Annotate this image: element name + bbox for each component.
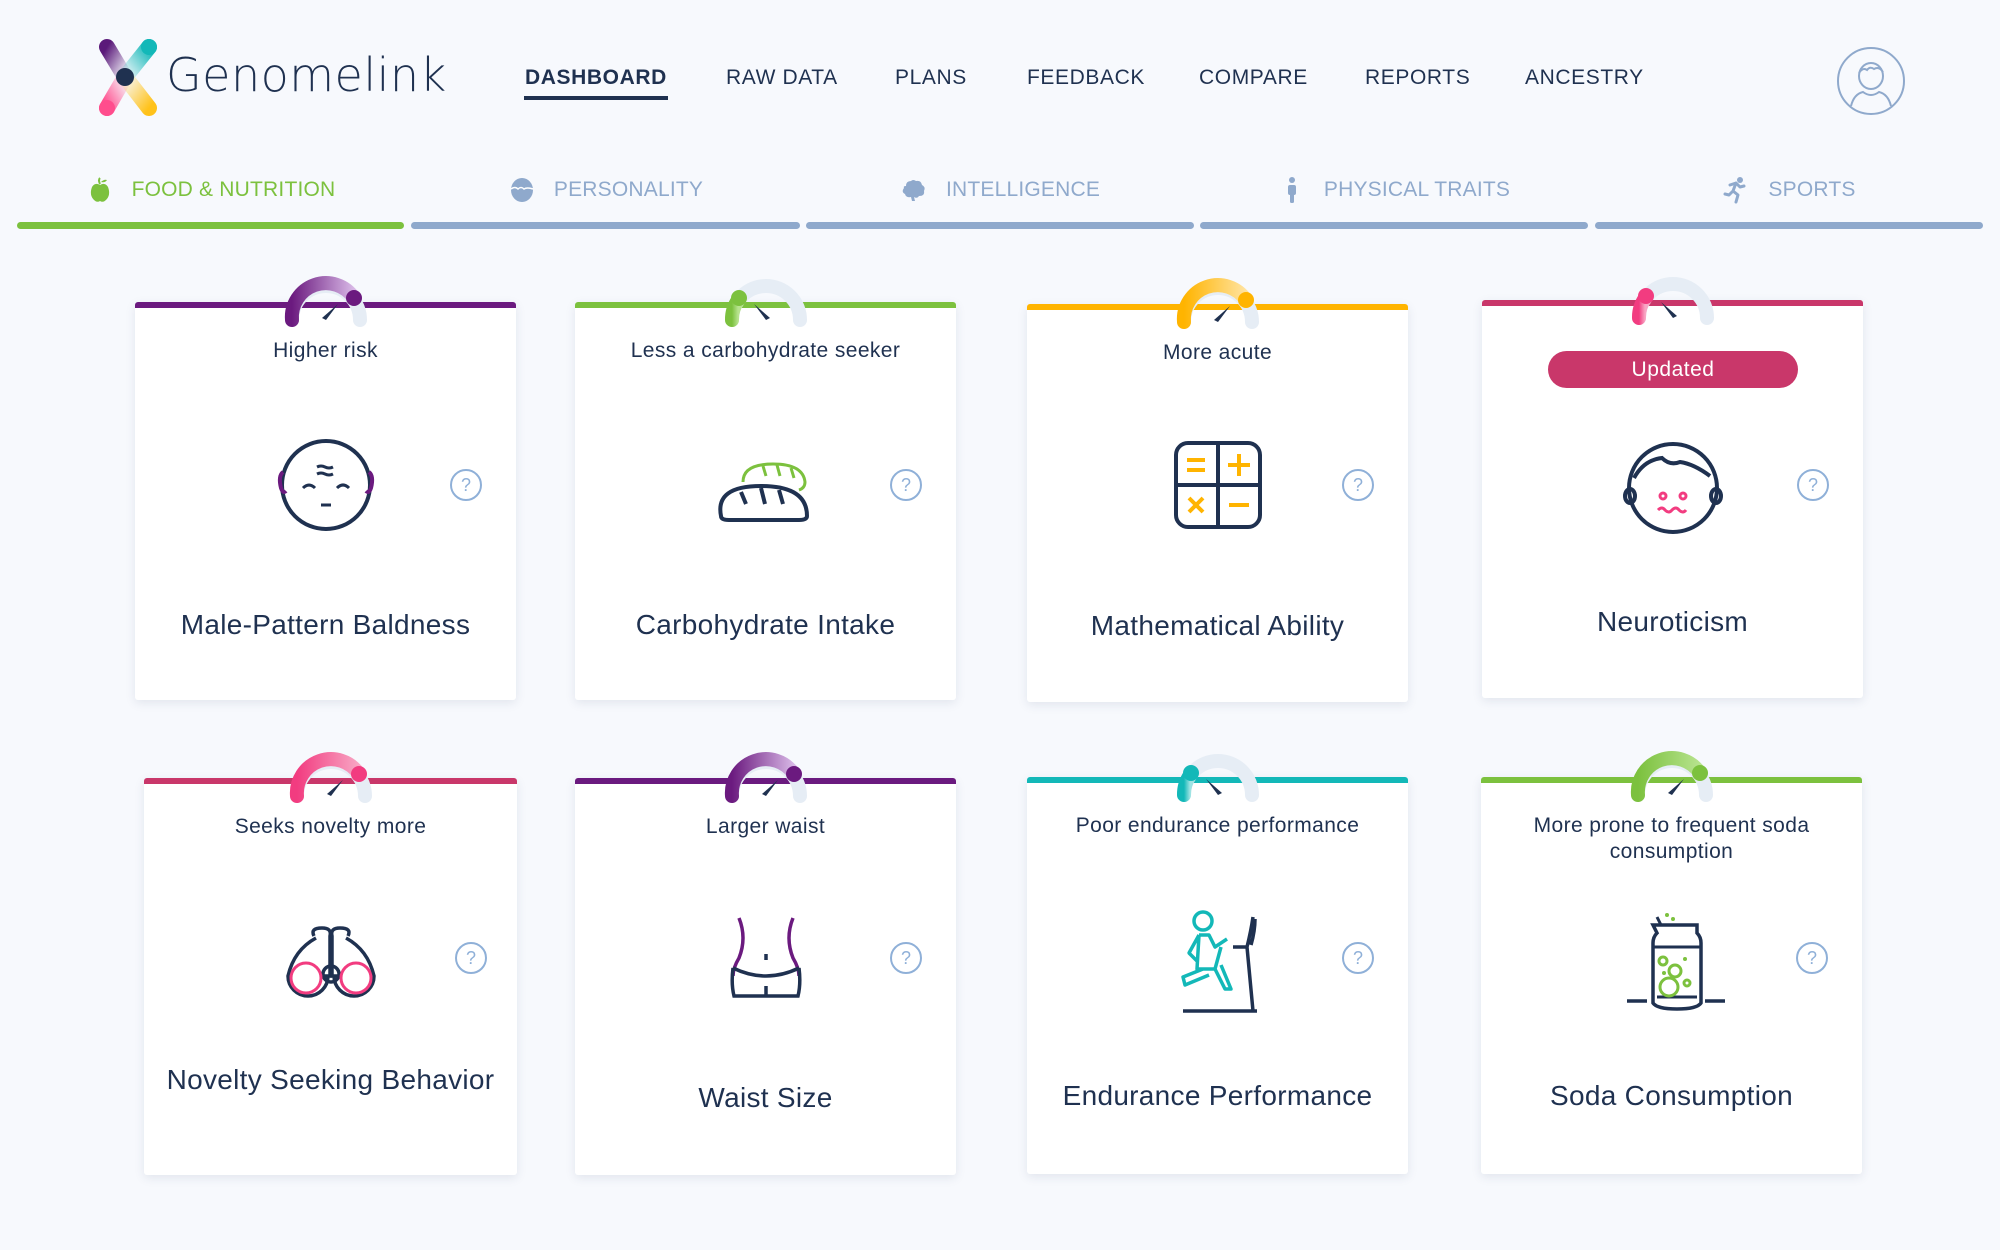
card-color-bar	[1027, 777, 1408, 783]
genomelink-logo[interactable]	[98, 38, 160, 116]
tab-label: PERSONALITY	[553, 178, 704, 201]
head-icon	[510, 178, 534, 202]
card-color-bar	[135, 302, 516, 308]
category-tabs: FOOD & NUTRITION PERSONALITY INTELLIGENC…	[17, 168, 1983, 232]
gauge-icon	[1176, 754, 1259, 802]
help-button[interactable]: ?	[450, 469, 482, 501]
gauge-icon	[724, 752, 807, 803]
nav-feedback[interactable]: FEEDBACK	[1027, 66, 1145, 89]
tab-label: FOOD & NUTRITION	[131, 178, 336, 201]
tab-indicator	[411, 222, 800, 229]
nav-raw-data[interactable]: RAW DATA	[726, 66, 838, 89]
gauge-icon	[1631, 277, 1714, 325]
trait-result: Larger waist	[705, 815, 826, 838]
trait-card-carbohydrate-intake[interactable]: Less a carbohydrate seeker ? Carbohydrat…	[575, 279, 956, 700]
tab-food-nutrition[interactable]: FOOD & NUTRITION	[17, 168, 404, 230]
trait-card-novelty-seeking[interactable]: Seeks novelty more ? Novelty Seeking Beh…	[144, 752, 517, 1175]
gauge-icon	[1176, 278, 1259, 329]
nav-ancestry[interactable]: ANCESTRY	[1525, 66, 1644, 89]
treadmill-icon	[1163, 905, 1273, 1015]
nav-reports[interactable]: REPORTS	[1365, 66, 1471, 89]
person-icon	[1287, 177, 1296, 203]
gauge-icon	[1630, 751, 1713, 802]
nav-plans[interactable]: PLANS	[895, 66, 967, 89]
brand-name[interactable]: Genomelink	[166, 48, 447, 102]
trait-card-waist-size[interactable]: Larger waist ? Waist Size	[575, 752, 956, 1175]
user-avatar-icon	[1837, 47, 1905, 115]
trait-title: Soda Consumption	[1550, 1080, 1793, 1111]
updated-badge: Updated	[1548, 351, 1798, 388]
card-color-bar	[575, 302, 956, 308]
gauge-meter	[718, 264, 814, 327]
tab-intelligence[interactable]: INTELLIGENCE	[806, 168, 1194, 230]
user-avatar-button[interactable]	[1836, 46, 1906, 116]
trait-title: Neuroticism	[1596, 606, 1749, 637]
bread-icon	[711, 430, 821, 540]
card-color-bar	[1027, 304, 1408, 310]
help-button[interactable]: ?	[455, 942, 487, 974]
card-color-bar	[144, 778, 517, 784]
tab-label: PHYSICAL TRAITS	[1323, 178, 1511, 201]
waist-icon	[711, 906, 821, 1016]
gauge-meter	[1624, 739, 1720, 802]
trait-title: Mathematical Ability	[1090, 610, 1345, 641]
gauge-meter	[1625, 262, 1721, 325]
trait-result: Poor endurance performance	[1075, 814, 1360, 837]
trait-title: Male-Pattern Baldness	[180, 609, 471, 640]
gauge-meter	[1170, 739, 1266, 802]
apple-icon	[90, 177, 109, 202]
card-color-bar	[575, 778, 956, 784]
bald-head-icon	[271, 430, 381, 540]
help-button[interactable]: ?	[1796, 942, 1828, 974]
trait-card-male-pattern-baldness[interactable]: Higher risk ? Male-Pattern Baldness	[135, 276, 516, 700]
trait-card-soda-consumption[interactable]: More prone to frequent soda consumption …	[1481, 751, 1862, 1174]
card-color-bar	[1481, 777, 1862, 783]
tab-indicator	[806, 222, 1194, 229]
card-color-bar	[1482, 300, 1863, 306]
trait-result: More acute	[1162, 341, 1273, 364]
tab-sports[interactable]: SPORTS	[1595, 168, 1983, 230]
trait-result: Higher risk	[273, 339, 378, 362]
tab-label: INTELLIGENCE	[945, 178, 1101, 201]
gauge-meter	[283, 740, 379, 803]
tab-physical-traits[interactable]: PHYSICAL TRAITS	[1200, 168, 1588, 230]
brain-icon	[902, 180, 925, 201]
tab-label: SPORTS	[1768, 178, 1856, 201]
anxious-face-icon	[1618, 430, 1728, 540]
trait-title: Endurance Performance	[1062, 1080, 1373, 1111]
trait-title: Waist Size	[698, 1082, 833, 1113]
tab-personality[interactable]: PERSONALITY	[411, 168, 800, 230]
tab-indicator	[1595, 222, 1983, 229]
trait-card-endurance-performance[interactable]: Poor endurance performance ? Endurance P…	[1027, 754, 1408, 1174]
trait-result: Seeks novelty more	[234, 815, 427, 838]
gauge-icon	[284, 276, 367, 327]
logo-x-icon	[99, 39, 157, 116]
nav-dashboard[interactable]: DASHBOARD	[524, 66, 668, 100]
gauge-icon	[289, 752, 372, 803]
trait-title: Carbohydrate Intake	[635, 609, 896, 640]
trait-result: More prone to frequent soda consumption	[1533, 814, 1810, 863]
trait-card-neuroticism[interactable]: Updated ? Neuroticism	[1482, 277, 1863, 698]
gauge-meter	[1170, 266, 1266, 329]
gauge-icon	[724, 279, 807, 327]
tab-indicator	[1200, 222, 1588, 229]
soda-can-icon	[1617, 905, 1727, 1015]
help-button[interactable]: ?	[890, 469, 922, 501]
tab-indicator	[17, 222, 404, 229]
nav-compare[interactable]: COMPARE	[1199, 66, 1308, 89]
gauge-meter	[718, 740, 814, 803]
calculator-icon	[1163, 430, 1273, 540]
help-button[interactable]: ?	[890, 942, 922, 974]
gauge-meter	[278, 264, 374, 327]
help-button[interactable]: ?	[1797, 469, 1829, 501]
trait-title: Novelty Seeking Behavior	[166, 1064, 495, 1095]
help-button[interactable]: ?	[1342, 469, 1374, 501]
trait-result: Less a carbohydrate seeker	[630, 339, 901, 362]
binoculars-icon	[276, 906, 386, 1016]
trait-card-mathematical-ability[interactable]: More acute ? Mathematical Ability	[1027, 278, 1408, 702]
runner-icon	[1723, 177, 1746, 204]
help-button[interactable]: ?	[1342, 942, 1374, 974]
